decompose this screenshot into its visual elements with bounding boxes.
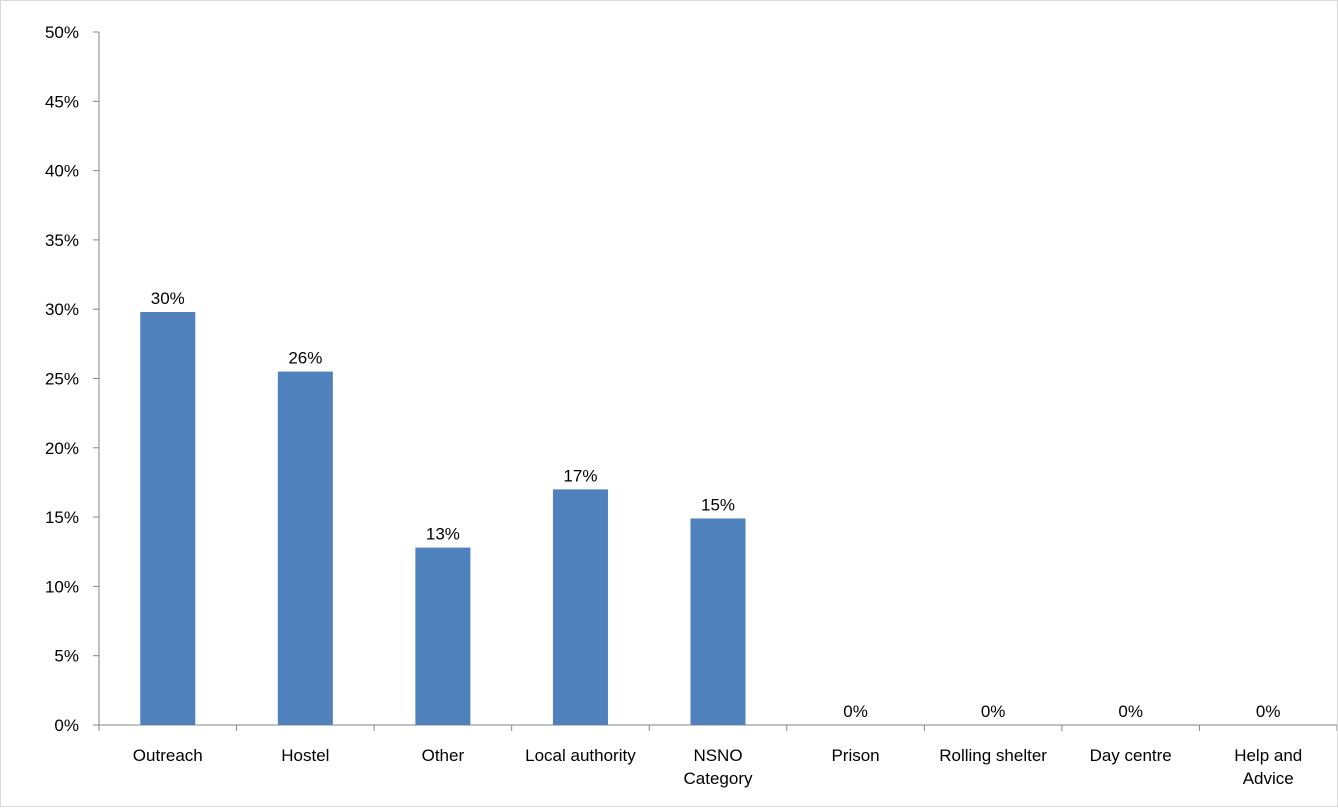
x-axis: Outreach Hostel Other Local authority NSNO Ca… (98, 724, 1338, 788)
x-category-label: Local authority (525, 746, 636, 765)
bars (140, 311, 746, 725)
y-tick-label: 45% (45, 92, 79, 111)
bar (552, 489, 608, 725)
y-tick-label: 20% (45, 439, 79, 458)
data-label: 30% (151, 289, 185, 308)
data-label: 13% (426, 525, 460, 544)
bar (140, 311, 196, 725)
bar (277, 371, 333, 725)
y-tick-label: 10% (45, 577, 79, 596)
y-tick-label: 40% (45, 162, 79, 181)
y-tick-label: 30% (45, 300, 79, 319)
data-labels: 30% 26% 13% 17% 15% 0% 0% 0% 0% (151, 289, 1281, 721)
x-category-label-line: Local authority (525, 746, 636, 765)
y-axis: 0% 5% 10% 15% 20% 25% 30% 35% 40% 45% 50% (45, 23, 100, 735)
y-tick-label: 5% (54, 647, 79, 666)
x-category-label: NSNO Category (684, 746, 753, 788)
y-tick-label: 25% (45, 370, 79, 389)
y-tick-label: 50% (45, 23, 79, 42)
bar (690, 518, 746, 725)
data-label: 0% (843, 702, 868, 721)
x-category-label-line: Outreach (133, 746, 203, 765)
x-category-label-line: Prison (831, 746, 879, 765)
data-label: 0% (1118, 702, 1143, 721)
y-tick-label: 15% (45, 508, 79, 527)
x-category-label-line: Help and (1234, 746, 1302, 765)
x-category-label: Day centre (1090, 746, 1172, 765)
x-category-label: Outreach (133, 746, 203, 765)
x-category-label-line: Other (422, 746, 465, 765)
x-category-label-line: NSNO (693, 746, 742, 765)
x-category-label-line: Rolling shelter (939, 746, 1047, 765)
x-category-label: Other (422, 746, 465, 765)
data-label: 0% (981, 702, 1006, 721)
bar (415, 547, 471, 725)
data-label: 17% (563, 466, 597, 485)
y-tick-label: 0% (54, 716, 79, 735)
x-category-label: Prison (831, 746, 879, 765)
x-category-label: Hostel (281, 746, 329, 765)
x-category-label-line: Hostel (281, 746, 329, 765)
x-category-label-line: Day centre (1090, 746, 1172, 765)
data-label: 0% (1256, 702, 1281, 721)
data-label: 15% (701, 495, 735, 514)
data-label: 26% (288, 349, 322, 368)
x-category-label-line: Category (684, 769, 753, 788)
x-category-label: Help and Advice (1234, 746, 1302, 788)
x-category-label: Rolling shelter (939, 746, 1047, 765)
y-tick-label: 35% (45, 231, 79, 250)
x-category-label-line: Advice (1243, 769, 1294, 788)
